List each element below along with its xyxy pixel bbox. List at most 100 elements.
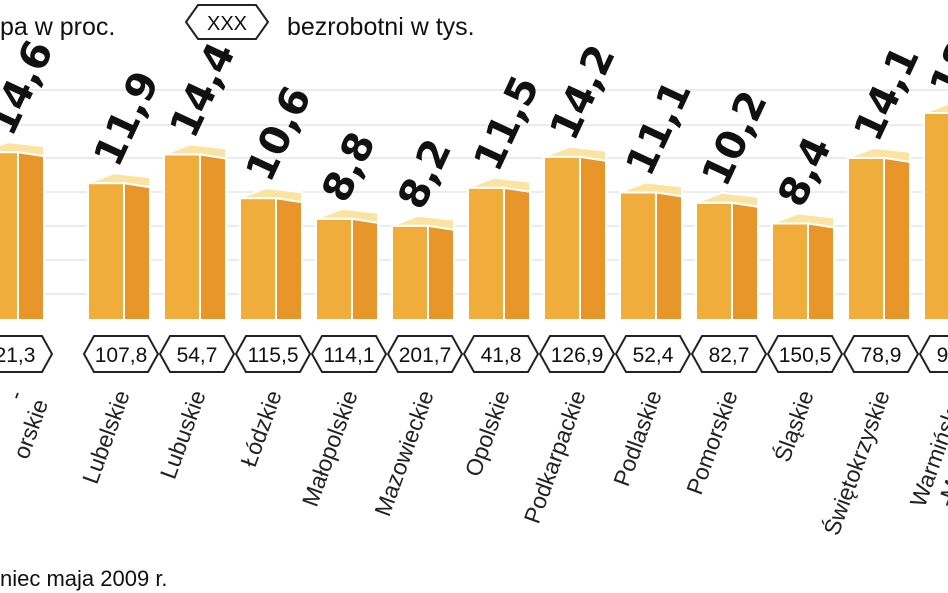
count-label: 41,8 [481,344,522,367]
category-label-line: Mazowieckie [369,387,438,520]
count-hexagon [614,335,692,373]
bar-top [847,146,911,164]
bar-top [467,176,531,193]
value-label: 11,5 [465,69,548,178]
bar-side [579,155,607,321]
value-label: 11,9 [85,64,168,173]
count-labels: 21,3 107,8 54,7 115,5 114,1 201,7 41,8 126,9 52,… [0,335,948,373]
count-hexagon [0,335,54,373]
count-label: 54,7 [177,344,218,367]
bar [239,187,303,321]
bar-front [315,217,353,321]
count-hexagon [690,335,768,373]
count-hexagon [766,335,844,373]
footnote: niec maja 2009 r. [0,566,168,591]
count-label: 115,5 [248,344,299,367]
category-label: Opolskie [460,387,515,480]
category-label-line: orskie [8,396,53,463]
legend-rate-label: pa w proc. [0,13,115,41]
bar-top [239,187,303,204]
count-hexagon [82,335,160,373]
count-hexagon [462,335,540,373]
value-label: 14,1 [845,39,928,148]
category-label-line: Lubuskie [155,387,211,482]
bar-side [731,201,759,321]
value-label: 14,6 [0,33,63,142]
bar-side [17,150,45,321]
value-label: 10,6 [237,79,320,188]
category-label: Świętokrzyskie [817,386,894,538]
count-label: 107,8 [95,344,148,367]
bar-front [391,224,429,321]
bar-top [0,141,45,158]
category-label: Lubuskie [155,387,211,482]
bar-top [87,172,151,189]
bar [847,146,911,321]
count-label: 52,4 [633,344,674,367]
bar-top [315,207,379,224]
bar [923,102,948,321]
value-label: 10,2 [693,84,776,193]
bar-front [771,222,809,321]
value-label: 8,2 [389,132,461,216]
bar [0,141,45,321]
count-hexagon [234,335,312,373]
category-labels: -orskie Lubelskie Lubuskie Łódzkie Małopolsk… [0,386,948,538]
bar-side [123,181,151,321]
count-label: 21,3 [0,344,35,367]
bar-front [619,191,657,321]
category-label-line: Świętokrzyskie [817,386,894,538]
bar [619,181,683,321]
value-label: 14,2 [541,38,624,147]
bar-front [239,197,277,321]
count-hexagon [842,335,920,373]
bar-top [619,181,683,198]
category-label: -orskie [0,387,53,462]
bar-top [771,212,835,229]
count-label: 82,7 [709,344,750,367]
bar-side [655,191,683,321]
count-label: 95,6 [937,344,948,367]
category-label-line: Opolskie [460,387,515,480]
legend-hex-sample: XXX [207,13,247,35]
bar-side [807,222,835,321]
category-label: Lubelskie [77,387,135,487]
count-label: 126,9 [551,344,604,367]
bar-side [503,186,531,321]
bar [695,191,759,321]
legend-count-label: bezrobotni w tys. [287,13,475,41]
category-label-line: Śląskie [768,386,819,465]
bar [315,207,379,321]
count-hexagon [386,335,464,373]
bar-front [847,156,885,321]
value-label: 8,4 [769,130,841,214]
bar-front [87,182,125,321]
bar-top [695,191,759,208]
bar-front [0,151,19,321]
bar-front [543,155,581,321]
category-label: Śląskie [768,386,819,465]
category-label-line: Lubelskie [77,387,135,487]
count-label: 201,7 [399,344,452,367]
count-hexagon [538,335,616,373]
bar-front [695,201,733,321]
category-label: Łódzkie [235,387,287,470]
bar-side [275,196,303,321]
bar-side [427,224,455,321]
count-label: 78,9 [861,344,902,367]
bar [391,214,455,321]
count-hexagon [918,335,948,373]
category-label: Pomorskie [681,387,743,498]
legend-hex-shape [184,4,270,40]
bar-top [391,214,455,231]
bar-front [923,112,948,321]
count-hexagon [158,335,236,373]
category-label-line: Podkarpackie [519,387,591,527]
category-label: Podkarpackie [519,387,591,527]
bars [0,102,948,321]
count-label: 150,5 [779,344,832,367]
category-label-line: Podlaskie [608,387,667,490]
count-label: 114,1 [324,344,375,367]
legend: pa w proc. XXX bezrobotni w tys. [0,4,475,41]
